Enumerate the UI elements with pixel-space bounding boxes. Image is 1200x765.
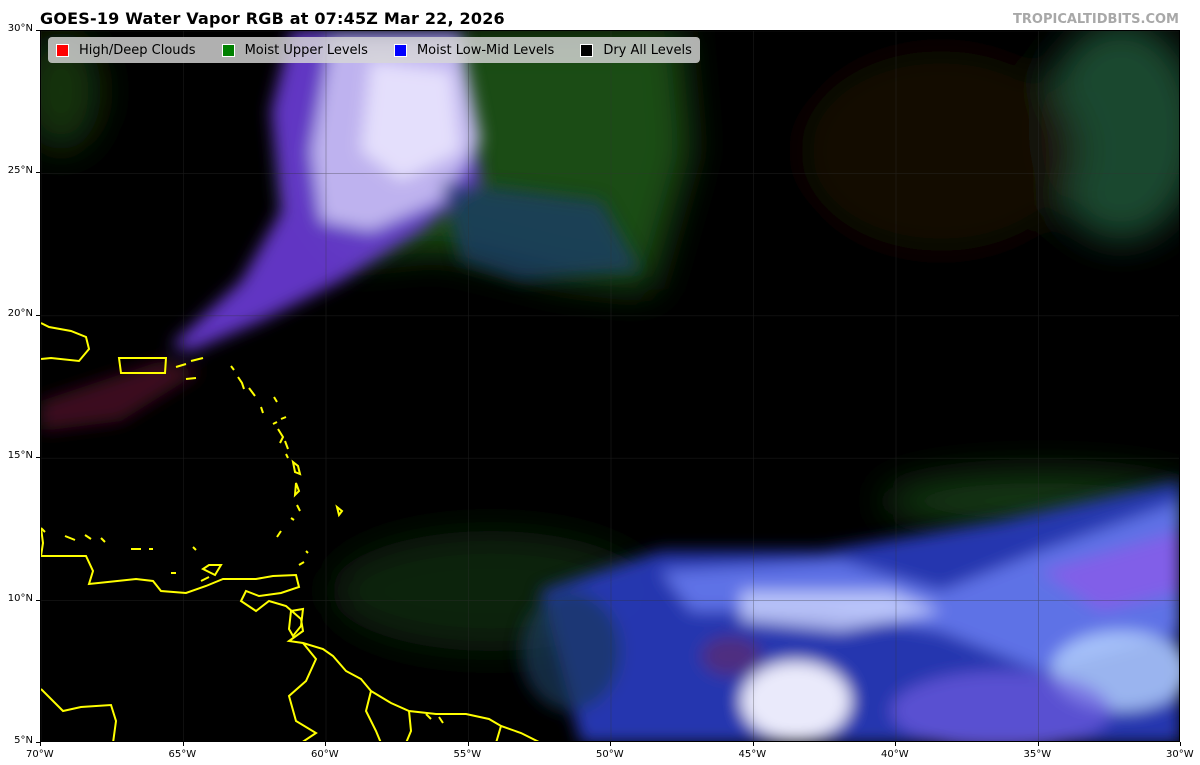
lon-tick-label: 35°W bbox=[1023, 749, 1052, 760]
lon-tick bbox=[182, 742, 184, 746]
lon-tick bbox=[752, 742, 754, 746]
coastline-lesser-antilles bbox=[230, 365, 344, 566]
lon-tick-label: 45°W bbox=[738, 749, 767, 760]
lon-tick bbox=[1037, 742, 1039, 746]
lon-tick bbox=[895, 742, 896, 746]
legend-label: Moist Low-Mid Levels bbox=[416, 42, 555, 58]
coastlines bbox=[41, 322, 540, 741]
lat-tick bbox=[36, 172, 40, 174]
lat-tick-label: 5°N bbox=[14, 735, 33, 746]
lon-tick bbox=[40, 742, 41, 746]
coastline-abc-islands bbox=[41, 527, 223, 582]
lon-tick-label: 50°W bbox=[596, 749, 624, 760]
legend-swatch bbox=[56, 43, 69, 57]
lat-tick-label: 20°N bbox=[7, 307, 33, 319]
coastline-trinidad bbox=[287, 607, 305, 638]
coastline-hispaniola bbox=[41, 322, 91, 363]
lat-tick-label: 25°N bbox=[7, 165, 33, 177]
satellite-imagery bbox=[41, 31, 1179, 741]
site-credit: TROPICALTIDBITS.COM bbox=[1013, 12, 1179, 27]
map-title: GOES-19 Water Vapor RGB at 07:45Z Mar 22… bbox=[40, 9, 505, 28]
border-venezuela-guyana bbox=[287, 642, 318, 741]
lon-tick-label: 65°W bbox=[168, 749, 197, 760]
southern-cloud-band bbox=[521, 481, 1179, 741]
lat-tick bbox=[36, 30, 40, 31]
border-guiana-brazil bbox=[495, 725, 502, 741]
gridlines bbox=[41, 31, 1179, 741]
coastline-puerto-rico bbox=[117, 357, 168, 374]
legend-item: High/Deep Clouds bbox=[56, 43, 196, 58]
lat-tick bbox=[36, 742, 40, 743]
legend-label: Dry All Levels bbox=[603, 42, 692, 58]
coastline-guiana-bits bbox=[425, 713, 444, 724]
lon-tick bbox=[467, 742, 469, 746]
lat-tick-label: 15°N bbox=[7, 450, 33, 462]
lat-tick-label: 10°N bbox=[7, 592, 33, 604]
border-suriname-guiana bbox=[405, 710, 413, 741]
lon-tick bbox=[610, 742, 611, 746]
lon-tick bbox=[1180, 742, 1181, 746]
border-guyana-suriname bbox=[364, 690, 382, 741]
lat-tick bbox=[36, 457, 40, 459]
coastline-virgin-islands bbox=[175, 357, 204, 380]
lon-tick-label: 60°W bbox=[311, 749, 339, 760]
lat-tick bbox=[36, 314, 40, 316]
lon-tick-label: 55°W bbox=[453, 749, 482, 760]
lat-tick bbox=[36, 599, 40, 601]
lon-tick-label: 30°W bbox=[1166, 749, 1194, 760]
lon-tick bbox=[325, 742, 326, 746]
satellite-map[interactable]: High/Deep Clouds Moist Upper Levels Moist … bbox=[40, 30, 1180, 742]
legend-label: Moist Upper Levels bbox=[244, 42, 368, 58]
legend-item: Moist Upper Levels bbox=[221, 42, 368, 58]
legend-item: Dry All Levels bbox=[580, 43, 692, 58]
legend-swatch bbox=[580, 43, 594, 57]
legend-item: Moist Low-Mid Levels bbox=[393, 42, 555, 58]
lon-tick-label: 70°W bbox=[26, 749, 54, 760]
legend: High/Deep Clouds Moist Upper Levels Moist … bbox=[48, 37, 700, 63]
legend-swatch bbox=[221, 43, 235, 57]
border-colombia-venezuela bbox=[41, 688, 118, 741]
legend-swatch bbox=[393, 43, 407, 57]
legend-label: High/Deep Clouds bbox=[79, 42, 196, 58]
lon-tick-label: 40°W bbox=[881, 749, 909, 760]
coastline-venezuela bbox=[41, 527, 540, 741]
lat-tick-label: 30°N bbox=[7, 23, 33, 34]
